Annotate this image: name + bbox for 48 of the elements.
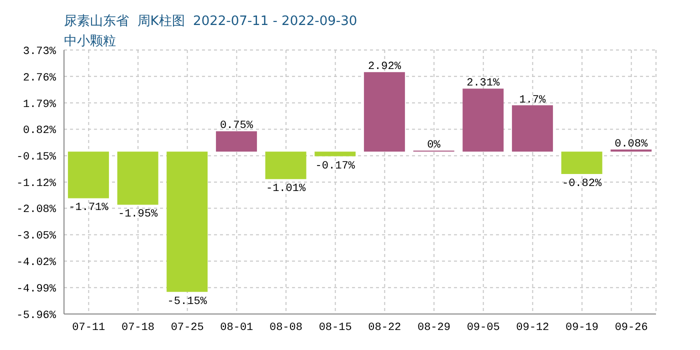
data-label: -0.17%: [315, 160, 356, 172]
data-label: 2.31%: [466, 78, 500, 90]
y-tick-label: -0.15%: [16, 152, 56, 164]
data-label: -0.82%: [562, 178, 602, 190]
x-tick-label: 08-15: [318, 322, 352, 334]
bar: [68, 152, 109, 198]
x-tick-label: 08-08: [269, 322, 303, 334]
y-tick-label: -4.99%: [16, 283, 56, 296]
data-label: -1.01%: [266, 183, 306, 196]
data-label: 1.7%: [519, 94, 546, 106]
y-tick-label: -2.08%: [16, 204, 56, 216]
data-label: -1.95%: [118, 208, 158, 221]
y-tick-label: 3.73%: [22, 46, 56, 58]
data-label: 2.92%: [368, 61, 402, 74]
data-label: -5.15%: [167, 296, 208, 308]
y-tick-label: 2.76%: [22, 72, 56, 84]
bar: [462, 88, 504, 152]
data-label: 0.08%: [614, 138, 648, 150]
chart-title: 尿素山东省 周K柱图 2022-07-11 - 2022-09-30: [64, 14, 358, 29]
bar: [561, 152, 602, 174]
x-tick-label: 09-12: [516, 322, 550, 334]
x-tick-label: 09-19: [565, 322, 599, 334]
bar: [166, 152, 208, 292]
chart-subtitle: 中小颗粒: [64, 33, 116, 50]
y-tick-label: -4.02%: [16, 257, 56, 270]
x-tick-label: 09-26: [614, 322, 648, 334]
data-label: -1.71%: [68, 202, 109, 214]
bar: [117, 152, 158, 205]
x-tick-label: 08-22: [368, 322, 402, 334]
x-tick-label: 07-25: [170, 322, 204, 334]
data-label: 0%: [427, 140, 441, 152]
x-tick-label: 07-11: [72, 322, 106, 334]
bar: [610, 149, 652, 152]
y-tick-label: 1.79%: [22, 98, 56, 111]
bar: [265, 152, 306, 180]
bar: [364, 72, 405, 152]
bar: [216, 131, 257, 152]
x-tick-label: 09-05: [466, 322, 500, 334]
data-label: 0.75%: [220, 120, 254, 132]
x-tick-label: 08-01: [220, 322, 254, 334]
y-tick-label: -5.96%: [16, 310, 56, 322]
x-tick-label: 07-18: [121, 322, 155, 334]
x-tick-label: 08-29: [417, 322, 451, 334]
y-tick-label: -3.05%: [16, 230, 56, 243]
y-tick-label: -1.12%: [16, 178, 56, 190]
y-tick-label: 0.82%: [22, 125, 56, 138]
bar: [314, 152, 356, 156]
bar: [512, 105, 553, 152]
